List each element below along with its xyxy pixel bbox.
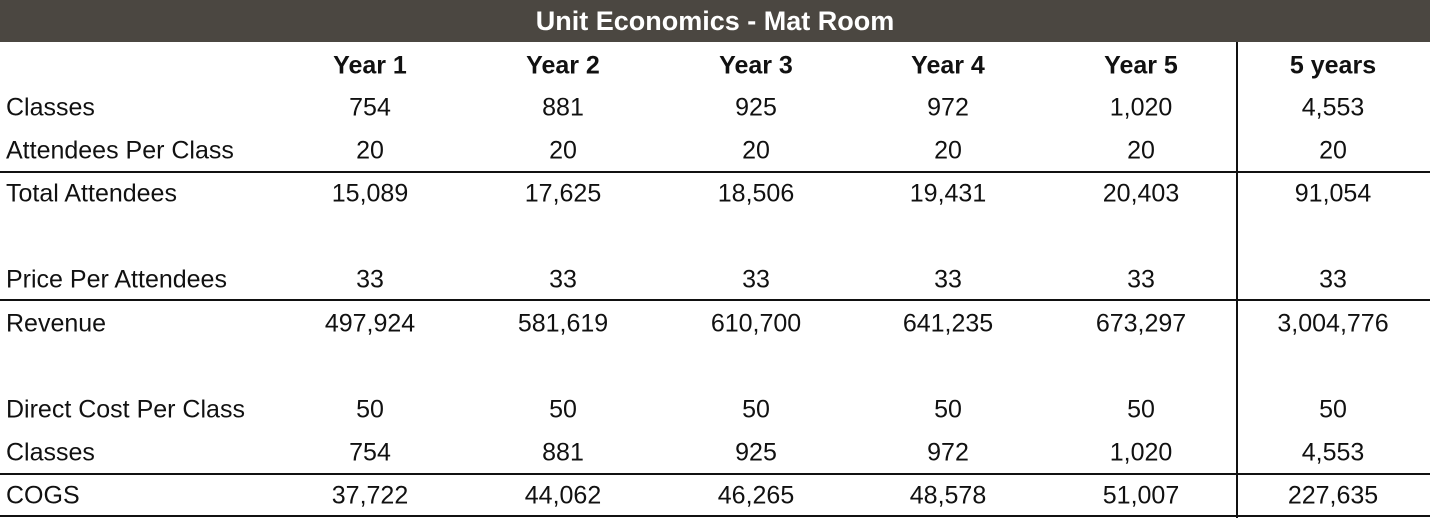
cell-value: 1,020 — [1109, 438, 1173, 467]
cell-value: 19,431 — [909, 179, 987, 208]
title: Unit Economics - Mat Room — [0, 0, 1430, 42]
column-header: Year 4 — [911, 51, 985, 80]
cell-value: 227,635 — [1287, 481, 1379, 510]
row-label: Direct Cost Per Class — [6, 395, 245, 424]
cell-value: 754 — [349, 93, 391, 122]
cell-value: 925 — [735, 93, 777, 122]
column-header: Year 5 — [1104, 51, 1178, 80]
cell-value: 1,020 — [1109, 93, 1173, 122]
column-divider — [1236, 42, 1238, 518]
cell-value: 972 — [927, 438, 969, 467]
row-border — [0, 515, 1430, 517]
cell-value: 33 — [742, 265, 770, 294]
row-label: Classes — [6, 93, 95, 122]
cell-value: 46,265 — [717, 481, 795, 510]
cell-value: 18,506 — [717, 179, 795, 208]
cell-value: 3,004,776 — [1277, 309, 1389, 338]
cell-value: 17,625 — [524, 179, 602, 208]
cell-value: 673,297 — [1095, 309, 1187, 338]
column-header: Year 1 — [333, 51, 407, 80]
cell-value: 4,553 — [1301, 438, 1365, 467]
cell-value: 33 — [934, 265, 962, 294]
cell-value: 20 — [1319, 136, 1347, 165]
cell-value: 925 — [735, 438, 777, 467]
cell-value: 50 — [356, 395, 384, 424]
cell-value: 610,700 — [710, 309, 802, 338]
cell-value: 972 — [927, 93, 969, 122]
cell-value: 50 — [742, 395, 770, 424]
row-label: Classes — [6, 438, 95, 467]
cell-value: 50 — [1319, 395, 1347, 424]
cell-value: 33 — [356, 265, 384, 294]
cell-value: 91,054 — [1294, 179, 1372, 208]
cell-value: 33 — [1319, 265, 1347, 294]
cell-value: 33 — [549, 265, 577, 294]
cell-value: 50 — [934, 395, 962, 424]
cell-value: 50 — [549, 395, 577, 424]
column-header: 5 years — [1289, 51, 1377, 80]
cell-value: 4,553 — [1301, 93, 1365, 122]
cell-value: 20 — [549, 136, 577, 165]
cell-value: 51,007 — [1102, 481, 1180, 510]
column-header: Year 3 — [719, 51, 793, 80]
row-label: COGS — [6, 481, 80, 510]
row-label: Revenue — [6, 309, 107, 338]
cell-value: 20 — [742, 136, 770, 165]
cell-value: 881 — [542, 93, 584, 122]
cell-value: 497,924 — [324, 309, 416, 338]
cell-value: 20 — [1127, 136, 1155, 165]
column-header: Year 2 — [526, 51, 600, 80]
cell-value: 44,062 — [524, 481, 602, 510]
cell-value: 33 — [1127, 265, 1155, 294]
row-border — [0, 299, 1430, 301]
cell-value: 20 — [934, 136, 962, 165]
row-border — [0, 171, 1430, 173]
cell-value: 15,089 — [331, 179, 409, 208]
row-border — [0, 473, 1430, 475]
cell-value: 754 — [349, 438, 391, 467]
row-label: Total Attendees — [6, 179, 177, 208]
cell-value: 881 — [542, 438, 584, 467]
cell-value: 48,578 — [909, 481, 987, 510]
cell-value: 20,403 — [1102, 179, 1180, 208]
cell-value: 37,722 — [331, 481, 409, 510]
row-label: Attendees Per Class — [6, 136, 234, 165]
cell-value: 641,235 — [902, 309, 994, 338]
cell-value: 20 — [356, 136, 384, 165]
cell-value: 50 — [1127, 395, 1155, 424]
row-label: Price Per Attendees — [6, 265, 227, 294]
cell-value: 581,619 — [517, 309, 609, 338]
